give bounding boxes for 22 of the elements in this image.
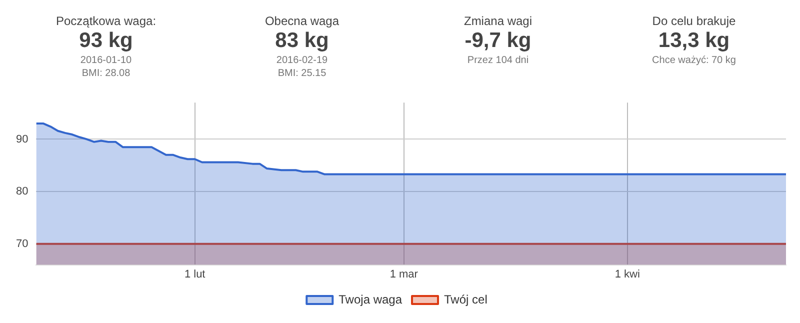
text: 83 kg (274, 28, 330, 54)
y-tick-label: 90 (16, 133, 28, 146)
text: 2016-02-19 (275, 54, 329, 67)
text: Przez 104 dni (466, 54, 530, 67)
text: 93 kg (78, 28, 134, 54)
y-tick-label: 70 (16, 238, 28, 250)
text: Zmiana wagi (462, 14, 534, 28)
text: 13,3 kg (657, 28, 731, 54)
legend-label: Twoja waga (338, 292, 402, 306)
text: Obecna waga (264, 14, 340, 28)
legend-label: Twój cel (444, 292, 488, 306)
text: BMI: 28.08 (80, 67, 132, 80)
x-tick-label: 1 lut (184, 268, 206, 280)
text: Początkowa waga: (54, 14, 158, 28)
text: Do celu brakuje (651, 14, 737, 28)
x-tick-label: 1 mar (390, 268, 418, 280)
text: 2016-01-10 (79, 54, 133, 67)
text: -9,7 kg (464, 28, 532, 54)
text: Chce ważyć: 70 kg (651, 54, 737, 67)
text: BMI: 25.15 (276, 67, 328, 80)
y-tick-label: 80 (16, 186, 28, 198)
x-tick-label: 1 kwi (614, 268, 640, 280)
